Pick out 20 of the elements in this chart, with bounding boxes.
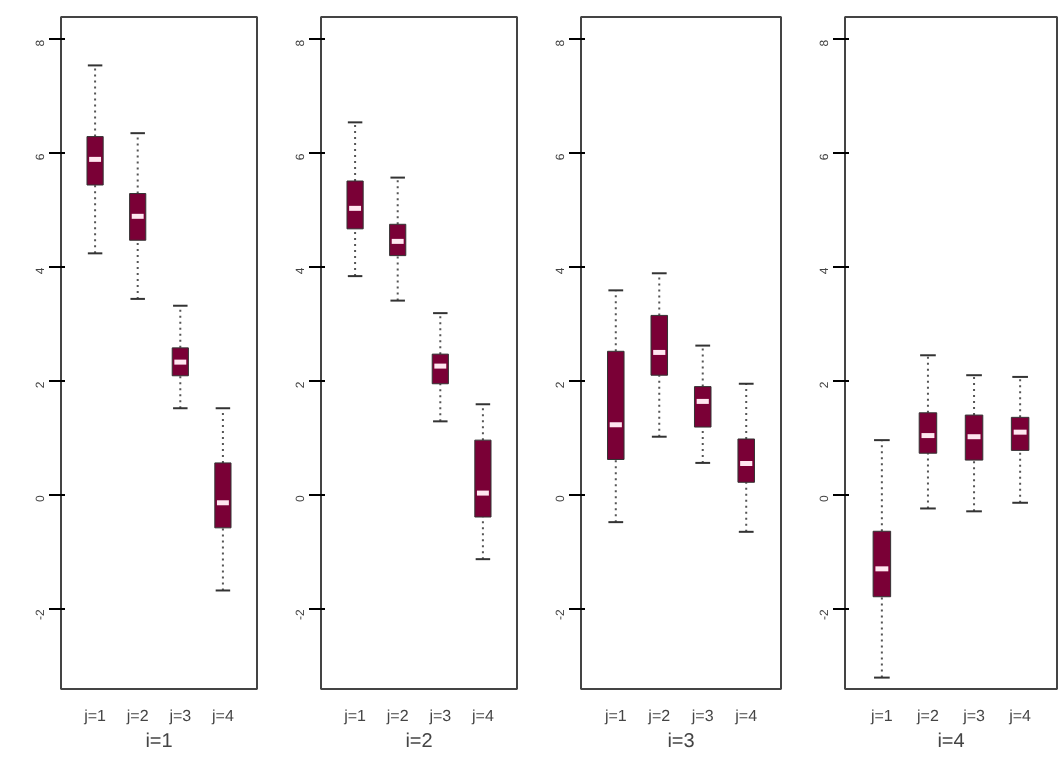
x-axis-title: i=4 xyxy=(937,731,966,753)
x-axis-title: i=3 xyxy=(667,731,696,753)
x-tick-label: j=2 xyxy=(915,707,940,725)
x-tick-label: j=3 xyxy=(427,707,453,725)
x-axis-title: i=1 xyxy=(145,731,174,753)
x-tick-label: j=1 xyxy=(342,707,368,725)
x-tick-label: j=2 xyxy=(646,707,672,725)
x-tick-label: j=3 xyxy=(167,707,193,725)
x-tick-label: j=3 xyxy=(689,707,715,725)
x-tick-label: j=2 xyxy=(124,707,150,725)
x-axis-title: i=2 xyxy=(405,731,434,753)
x-tick-label: j=1 xyxy=(82,707,108,725)
x-tick-label: j=3 xyxy=(961,707,987,725)
x-tick-label: j=4 xyxy=(1007,707,1033,725)
x-tick-label: j=1 xyxy=(602,707,628,725)
x-tick-label: j=2 xyxy=(384,707,410,725)
x-tick-label: j=1 xyxy=(868,707,894,725)
x-tick-label: j=4 xyxy=(733,707,759,725)
x-tick-label: j=4 xyxy=(210,707,235,725)
x-tick-label: j=4 xyxy=(470,707,495,725)
